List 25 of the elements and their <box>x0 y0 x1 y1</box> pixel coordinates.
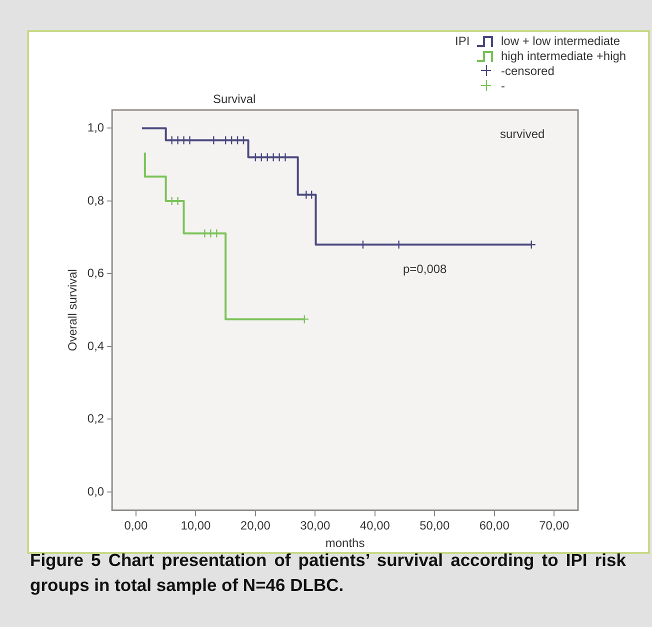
x-axis-title: months <box>325 536 365 550</box>
x-tick-label: 60,00 <box>479 518 510 533</box>
y-axis-title: Overall survival <box>66 269 80 352</box>
y-tick-label: 0,6 <box>87 266 104 280</box>
chart-title: Survival <box>213 92 256 106</box>
legend-label: low + low intermediate <box>501 34 620 48</box>
caption: Figure 5 Chart presentation of patients’ survival according to IPI risk groups in total sample of N=46 DLBC. <box>30 549 626 597</box>
annotation: survived <box>500 127 545 141</box>
legend-label: -censored <box>501 64 554 78</box>
x-tick-label: 50,00 <box>420 518 450 533</box>
legend-label: high intermediate +high <box>501 48 626 62</box>
x-tick-label: 70,00 <box>539 518 570 533</box>
x-tick-label: 30,00 <box>300 518 331 533</box>
y-tick-label: 1,0 <box>87 120 104 135</box>
x-tick-label: 10,00 <box>180 518 212 533</box>
y-tick-label: 0,8 <box>87 193 104 208</box>
x-tick-label: 20,00 <box>240 518 271 533</box>
y-tick-label: 0,0 <box>87 484 104 498</box>
legend-title: IPI <box>455 34 471 48</box>
y-tick-label: 0,2 <box>87 412 104 426</box>
y-tick-label: 0,4 <box>87 338 104 353</box>
x-tick-label: 40,00 <box>360 518 390 533</box>
annotation: p=0,008 <box>403 262 447 276</box>
x-tick-label: 0,00 <box>124 518 148 533</box>
legend-label: - <box>501 78 505 92</box>
